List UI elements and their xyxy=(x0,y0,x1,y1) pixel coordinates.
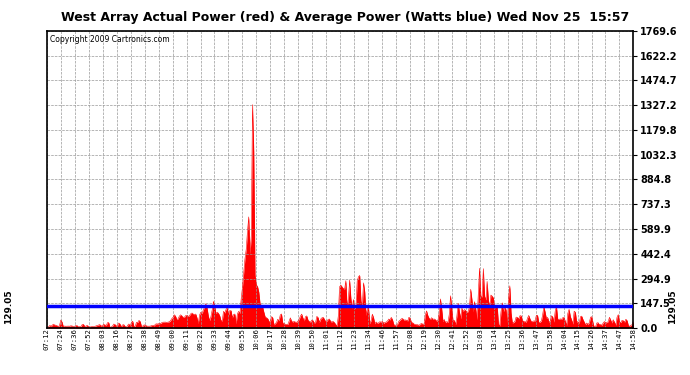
Text: 11:34: 11:34 xyxy=(365,328,371,350)
Text: 11:23: 11:23 xyxy=(351,328,357,350)
Text: 129.05: 129.05 xyxy=(668,289,678,324)
Text: 13:14: 13:14 xyxy=(491,328,497,350)
Text: 08:49: 08:49 xyxy=(156,328,161,350)
Text: 09:55: 09:55 xyxy=(239,328,246,350)
Text: Copyright 2009 Cartronics.com: Copyright 2009 Cartronics.com xyxy=(50,35,170,44)
Text: 09:11: 09:11 xyxy=(184,328,190,350)
Text: 08:27: 08:27 xyxy=(128,328,134,350)
Text: 08:16: 08:16 xyxy=(114,328,120,350)
Text: 14:15: 14:15 xyxy=(575,328,580,350)
Text: 10:17: 10:17 xyxy=(267,328,273,350)
Text: 12:08: 12:08 xyxy=(407,328,413,350)
Text: 14:04: 14:04 xyxy=(560,328,566,350)
Text: 09:44: 09:44 xyxy=(226,328,231,350)
Text: 11:46: 11:46 xyxy=(379,328,385,350)
Text: 09:33: 09:33 xyxy=(212,328,217,350)
Text: 14:58: 14:58 xyxy=(631,328,636,350)
Text: 13:47: 13:47 xyxy=(533,328,539,350)
Text: 08:03: 08:03 xyxy=(100,328,106,350)
Text: 14:47: 14:47 xyxy=(616,328,622,350)
Text: 07:12: 07:12 xyxy=(44,328,50,350)
Text: 09:00: 09:00 xyxy=(170,328,175,350)
Text: 13:25: 13:25 xyxy=(505,328,511,350)
Text: 10:06: 10:06 xyxy=(253,328,259,350)
Text: 14:37: 14:37 xyxy=(602,328,609,350)
Text: 11:12: 11:12 xyxy=(337,328,343,350)
Text: 11:57: 11:57 xyxy=(393,328,399,350)
Text: 07:24: 07:24 xyxy=(58,328,64,350)
Text: 10:28: 10:28 xyxy=(282,328,287,350)
Text: 13:36: 13:36 xyxy=(519,328,524,350)
Text: 10:50: 10:50 xyxy=(309,328,315,350)
Text: 12:52: 12:52 xyxy=(463,328,469,350)
Text: 13:58: 13:58 xyxy=(546,328,553,350)
Text: 13:03: 13:03 xyxy=(477,328,483,350)
Text: 12:19: 12:19 xyxy=(421,328,427,350)
Text: 07:52: 07:52 xyxy=(86,328,92,350)
Text: West Array Actual Power (red) & Average Power (Watts blue) Wed Nov 25  15:57: West Array Actual Power (red) & Average … xyxy=(61,11,629,24)
Text: 12:30: 12:30 xyxy=(435,328,441,350)
Text: 09:22: 09:22 xyxy=(197,328,204,350)
Text: 10:39: 10:39 xyxy=(295,328,302,350)
Text: 07:36: 07:36 xyxy=(72,328,78,350)
Text: 14:26: 14:26 xyxy=(589,328,595,350)
Text: 11:01: 11:01 xyxy=(323,328,329,350)
Text: 12:41: 12:41 xyxy=(449,328,455,350)
Text: 129.05: 129.05 xyxy=(3,289,13,324)
Text: 08:38: 08:38 xyxy=(141,328,148,350)
